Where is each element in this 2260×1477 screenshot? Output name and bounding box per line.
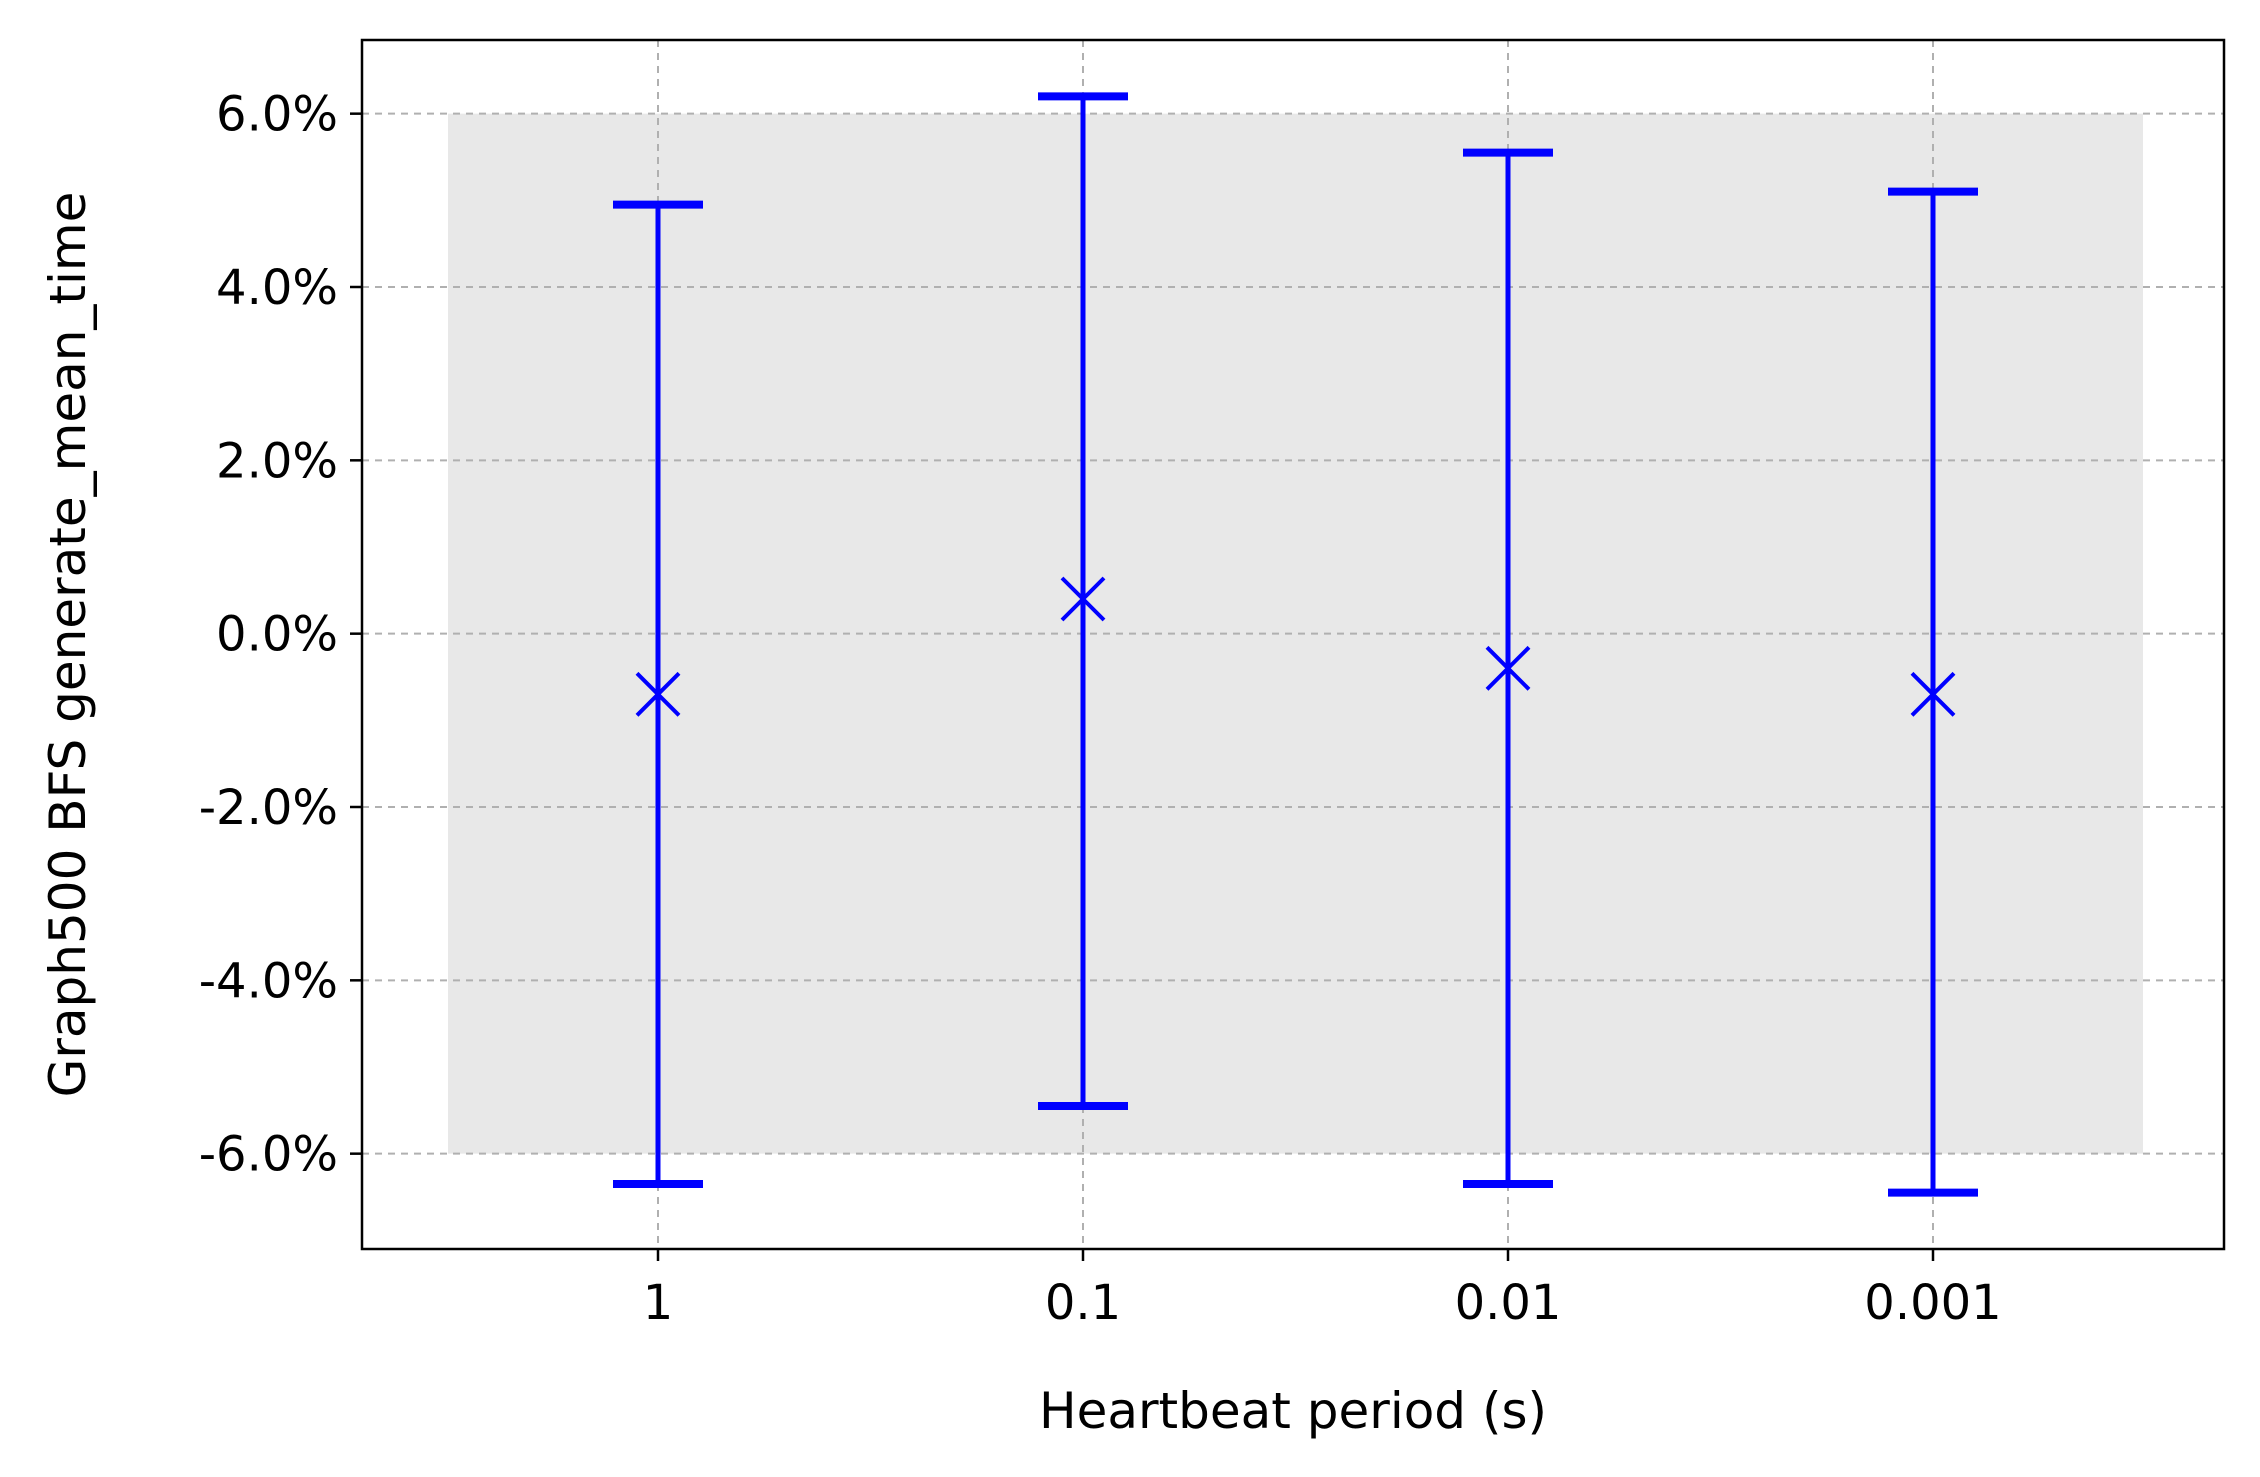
x-tick-label-3: 0.001 [1864,1275,2001,1331]
marker-stroke-b-3 [1910,671,1956,717]
data-point-3 [1910,671,1956,717]
data-point-2 [1485,645,1531,691]
data-point-1 [1060,576,1106,622]
plot-frame [360,38,2226,1251]
x-tick-label-1: 0.1 [1045,1275,1121,1331]
x-tick-label-2: 0.01 [1455,1275,1562,1331]
y-tick-label-1: -4.0% [199,953,338,1009]
x-tick-label-0: 1 [643,1275,674,1331]
marker-stroke-b-1 [1060,576,1106,622]
y-axis-label: Graph500 BFS generate_mean_time [39,192,97,1098]
marker-stroke-b-2 [1485,645,1531,691]
y-tick-label-2: -2.0% [199,780,338,836]
y-tick-label-3: 0.0% [216,607,338,663]
y-tick-label-4: 2.0% [216,433,338,489]
y-tick-label-5: 4.0% [216,260,338,316]
y-tick-label-6: 6.0% [216,87,338,143]
data-point-0 [635,671,681,717]
marker-stroke-b-0 [635,671,681,717]
x-axis-label: Heartbeat period (s) [1039,1382,1547,1440]
y-tick-label-0: -6.0% [199,1127,338,1183]
